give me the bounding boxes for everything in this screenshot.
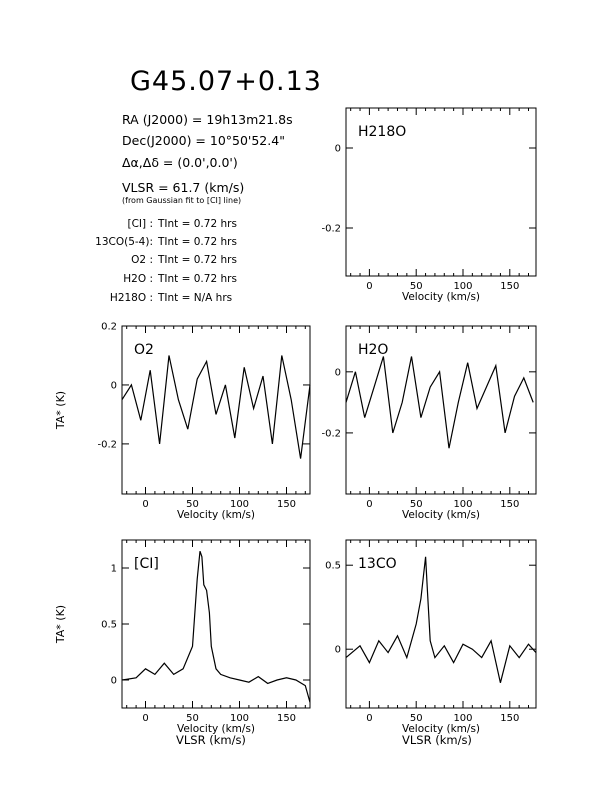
x-tick-label: 150 <box>500 713 519 724</box>
chart-h218o: 0 50 100 150 0 -0.2 H218O Velocity (km/s) <box>321 107 537 303</box>
y-tick-label: 0 <box>111 676 117 687</box>
offset-line: Δα,Δδ = (0.0',0.0') <box>122 155 238 170</box>
x-tick-label: 100 <box>453 713 472 724</box>
y-tick-label: 0.5 <box>101 620 117 631</box>
y-tick-label: 0 <box>111 380 117 391</box>
spectrum-line <box>345 356 534 449</box>
x-tick-label: 50 <box>410 713 423 724</box>
page-title: G45.07+0.13 <box>130 66 322 97</box>
plot-frame <box>121 325 311 495</box>
plot-frame <box>345 107 537 277</box>
x-tick-label: 100 <box>453 499 472 510</box>
tint-value: TInt = 0.72 hrs <box>158 236 237 248</box>
y-tick-label: 1 <box>111 564 117 575</box>
spectrum-line <box>345 556 537 683</box>
y-tick-label: 0 <box>335 367 341 378</box>
dec-line: Dec(J2000) = 10°50'52.4" <box>122 133 285 148</box>
ra-line: RA (J2000) = 19h13m21.8s <box>122 112 293 127</box>
tint-label: [CI] : <box>127 218 154 230</box>
y-tick-label: -0.2 <box>321 428 341 439</box>
tint-label: H218O : <box>109 292 153 304</box>
spectrum-line <box>121 355 311 459</box>
footer-vlsr-left: VLSR (km/s) <box>176 733 246 747</box>
x-tick-label: 0 <box>142 713 148 724</box>
x-tick-label: 100 <box>453 281 472 292</box>
line-label: H2O <box>358 342 388 358</box>
x-tick-label: 0 <box>366 281 372 292</box>
y-tick-label: 0.5 <box>325 561 341 572</box>
tint-value: TInt = 0.72 hrs <box>158 254 237 266</box>
x-axis-label: Velocity (km/s) <box>402 291 480 303</box>
vlsr-line: VLSR = 61.7 (km/s) <box>122 180 245 195</box>
x-tick-label: 100 <box>230 713 249 724</box>
vlsr-note: (from Gaussian fit to [CI] line) <box>122 196 242 205</box>
y-axis-label: TA* (K) <box>54 391 67 430</box>
spectrum-line <box>121 551 311 703</box>
y-tick-label: 0.2 <box>101 322 117 333</box>
tint-label: 13CO(5-4): <box>95 236 153 248</box>
y-axis-label: TA* (K) <box>54 605 67 644</box>
plot-frame <box>345 539 537 709</box>
y-tick-label: 0 <box>335 645 341 656</box>
x-axis-label: Velocity (km/s) <box>402 509 480 521</box>
tint-label: O2 : <box>131 254 153 266</box>
x-tick-label: 50 <box>410 499 423 510</box>
chart-o2: 0 50 100 150 0.2 0 -0.2 O2 Velocity (km/s) TA* (K… <box>54 322 311 521</box>
tint-value: TInt = 0.72 hrs <box>158 273 237 285</box>
x-axis-label: Velocity (km/s) <box>177 509 255 521</box>
tint-value: TInt = 0.72 hrs <box>158 218 237 230</box>
x-tick-label: 0 <box>366 499 372 510</box>
line-label: H218O <box>358 124 406 140</box>
chart-13co: 0 50 100 150 0.5 0 13CO Velocity (km/s) <box>325 539 537 735</box>
chart-ci: 0 50 100 150 1 0.5 0 [CI] Velocity (km/s) TA* (K) <box>54 539 311 735</box>
x-tick-label: 150 <box>500 281 519 292</box>
plot-frame <box>345 325 537 495</box>
y-tick-label: -0.2 <box>321 224 341 235</box>
x-tick-label: 50 <box>186 499 199 510</box>
line-label: [CI] <box>134 556 159 572</box>
chart-h2o: 0 50 100 150 0 -0.2 H2O Velocity (km/s) <box>321 325 537 521</box>
x-tick-label: 100 <box>230 499 249 510</box>
x-axis-label: Velocity (km/s) <box>402 723 480 735</box>
tint-label: H2O : <box>123 273 153 285</box>
x-tick-label: 150 <box>277 499 296 510</box>
x-tick-label: 50 <box>186 713 199 724</box>
x-axis-label: Velocity (km/s) <box>177 723 255 735</box>
y-tick-label: -0.2 <box>97 439 117 450</box>
x-tick-label: 50 <box>410 281 423 292</box>
x-tick-label: 0 <box>142 499 148 510</box>
x-tick-label: 150 <box>277 713 296 724</box>
y-tick-label: 0 <box>335 144 341 155</box>
line-label: 13CO <box>358 556 397 572</box>
footer-vlsr-right: VLSR (km/s) <box>402 733 472 747</box>
line-label: O2 <box>134 342 154 358</box>
x-tick-label: 0 <box>366 713 372 724</box>
tint-value: TInt = N/A hrs <box>158 292 233 304</box>
x-tick-label: 150 <box>500 499 519 510</box>
